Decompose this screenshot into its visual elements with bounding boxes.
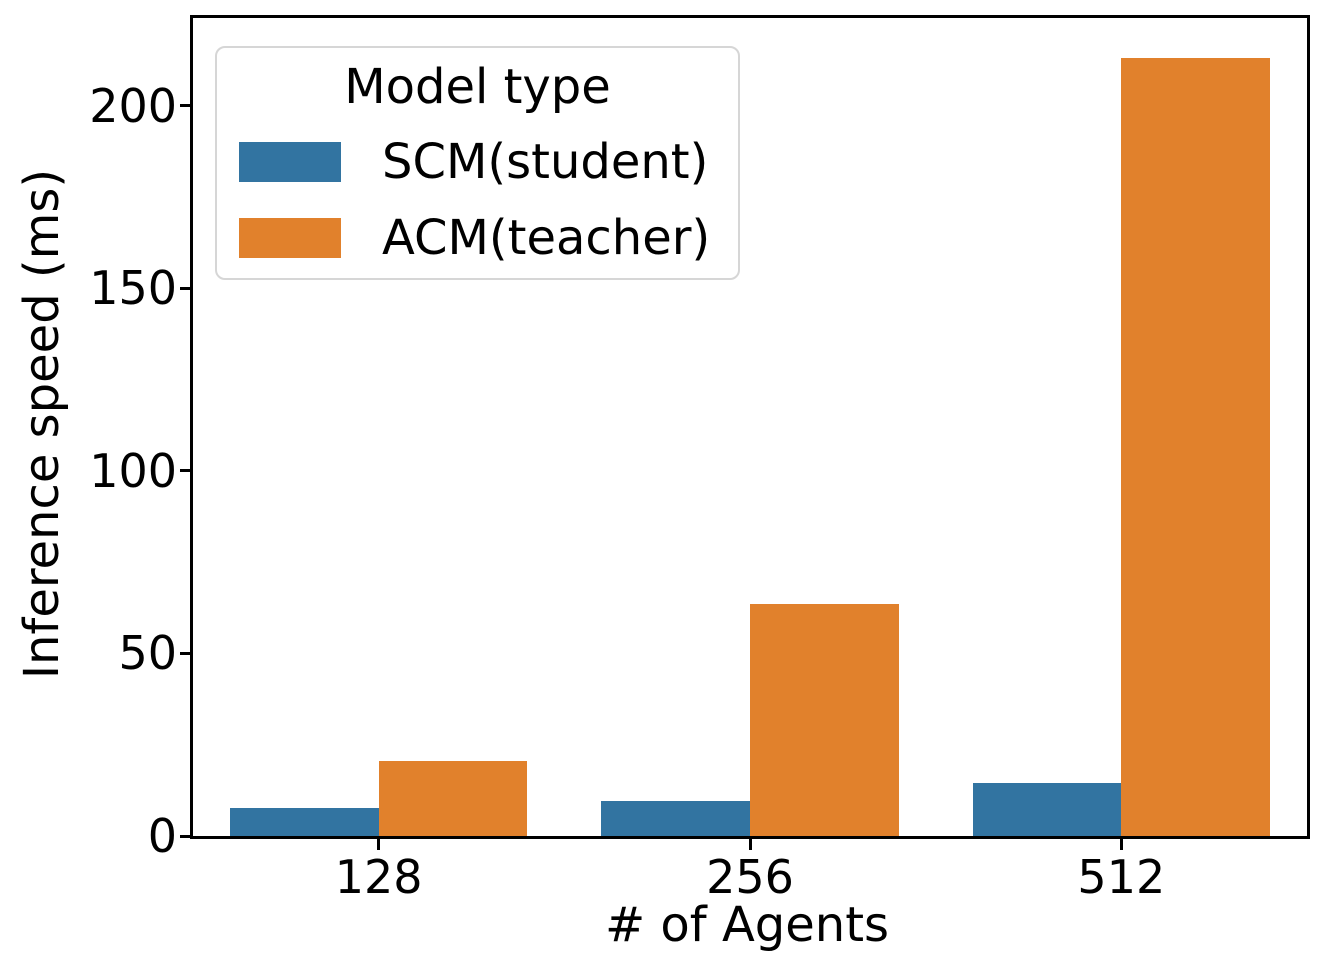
- legend-label-scm-student: SCM(student): [382, 134, 709, 190]
- legend-entries: SCM(student) ACM(teacher): [217, 130, 738, 270]
- legend-swatch-acm-teacher: [239, 218, 341, 258]
- y-tick-mark: [180, 834, 190, 838]
- x-tick-mark: [748, 839, 752, 850]
- y-tick-label: 200: [89, 78, 177, 133]
- legend-title: Model type: [344, 59, 611, 115]
- y-tick-mark: [180, 286, 190, 290]
- legend-entry-scm-student: SCM(student): [239, 130, 738, 194]
- bar-scm-student-256: [601, 800, 750, 836]
- y-tick-label: 100: [89, 443, 177, 498]
- legend-label-acm-teacher: ACM(teacher): [382, 210, 711, 266]
- y-tick-mark: [180, 469, 190, 473]
- y-tick-mark: [180, 104, 190, 108]
- bar-scm-student-512: [972, 783, 1122, 836]
- bar-acm-teacher-128: [378, 761, 528, 836]
- x-tick-mark: [377, 839, 381, 850]
- x-tick-label-512: 512: [1077, 850, 1166, 904]
- y-tick-label: 150: [89, 261, 177, 316]
- plot-area: Model type SCM(student) ACM(teacher) 0 50 1…: [89, 15, 1310, 904]
- y-tick-label: 0: [147, 809, 177, 863]
- x-axis-title: # of Agents: [604, 897, 890, 953]
- x-tick-mark: [1119, 839, 1123, 850]
- y-axis-title: Inference speed (ms): [14, 168, 70, 680]
- x-tick-label-256: 256: [706, 850, 794, 904]
- y-tick-label: 50: [118, 626, 177, 681]
- bar-acm-teacher-256: [750, 604, 899, 836]
- bar-acm-teacher-512: [1121, 58, 1270, 836]
- bar-scm-student-128: [230, 807, 379, 836]
- y-tick-mark: [180, 651, 190, 655]
- x-tick-label-128: 128: [334, 850, 423, 904]
- legend: Model type SCM(student) ACM(teacher): [215, 46, 740, 280]
- legend-swatch-scm-student: [239, 142, 341, 182]
- legend-entry-acm-teacher: ACM(teacher): [239, 206, 738, 270]
